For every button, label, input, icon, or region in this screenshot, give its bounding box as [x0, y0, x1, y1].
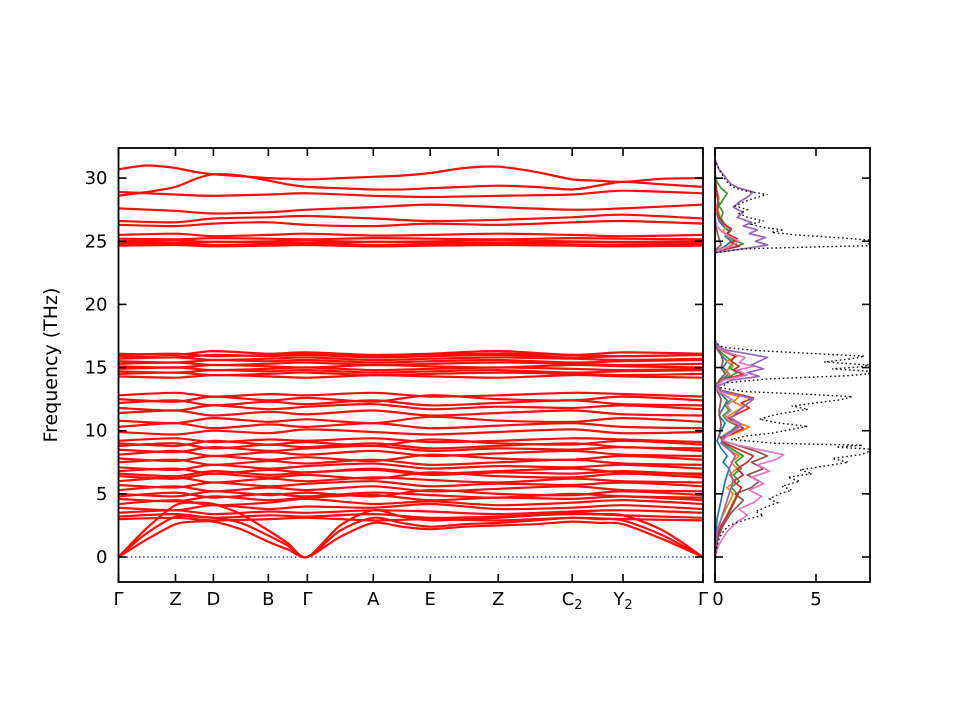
phonon-band	[118, 502, 703, 512]
phonon-band	[118, 399, 703, 407]
phonon-band	[118, 437, 703, 444]
phonon-band	[118, 471, 703, 480]
y-tick-label: 30	[85, 168, 108, 189]
band-panel-frame	[117, 147, 704, 583]
phonon-band	[118, 356, 703, 362]
y-tick-label: 0	[96, 547, 107, 568]
phonon-band	[118, 458, 703, 466]
dos-curves-group	[715, 158, 870, 558]
phonon-band	[118, 394, 703, 403]
phonon-band	[118, 242, 703, 247]
phonon-band	[118, 415, 703, 425]
phonon-band	[118, 361, 703, 367]
y-axis-label: Frequency (THz)	[40, 287, 62, 443]
y-tick-label: 15	[85, 358, 108, 379]
kpoint-label: B	[262, 589, 274, 610]
phonon-band	[118, 516, 703, 522]
phonon-band	[118, 449, 703, 458]
y-tick-label: 5	[96, 484, 107, 505]
kpoint-label: E	[425, 589, 436, 610]
phonon-band	[118, 428, 703, 436]
kpoint-label: A	[367, 589, 380, 610]
band-lines-group	[118, 164, 703, 559]
projected-dos-curve	[715, 158, 769, 558]
dos-panel-frame	[714, 147, 871, 583]
kpoint-label: Y2	[612, 589, 632, 613]
phonon-band	[118, 239, 703, 244]
phonon-band	[118, 468, 703, 478]
phonon-band	[118, 497, 703, 507]
kpoint-label: Z	[169, 589, 181, 610]
phonon-band	[118, 485, 703, 493]
phonon-band	[118, 409, 703, 417]
phonon-band	[118, 519, 703, 559]
kpoint-label: Z	[492, 589, 504, 610]
phonon-band	[118, 189, 703, 199]
phonon-band	[118, 391, 703, 398]
phonon-band	[118, 403, 703, 412]
phonon-band	[118, 476, 703, 484]
kpoint-label: C2	[562, 589, 583, 613]
dos-x-tick-label: 0	[712, 589, 723, 610]
phonon-band	[118, 213, 703, 224]
phonon-band	[118, 236, 703, 241]
phonon-band	[118, 173, 703, 197]
y-tick-label: 25	[85, 231, 108, 252]
phonon-band	[118, 164, 703, 184]
phonon-band	[118, 219, 703, 228]
phonon-band	[118, 442, 703, 450]
dos-x-tick-label: 5	[810, 589, 821, 610]
phonon-band	[118, 349, 703, 357]
phonon-band	[118, 512, 703, 519]
projected-dos-curve	[715, 160, 785, 558]
phonon-band	[118, 371, 703, 377]
phonon-band	[118, 366, 703, 372]
y-tick-label: 10	[85, 421, 108, 442]
kpoint-label: Γ	[113, 589, 123, 610]
total-dos-curve	[715, 160, 870, 558]
y-tick-label: 20	[85, 294, 108, 315]
phonon-band	[118, 480, 703, 489]
phonon-band	[118, 467, 703, 475]
projected-dos-curve	[715, 160, 755, 558]
phonon-band	[118, 243, 703, 248]
phonon-band	[118, 509, 703, 516]
phonon-band	[118, 232, 703, 238]
phonon-band	[118, 491, 703, 499]
phonon-band	[118, 421, 703, 430]
kpoint-label: Γ	[698, 589, 708, 610]
kpoint-label: D	[206, 589, 220, 610]
projected-dos-curve	[715, 160, 769, 558]
phonon-band	[118, 462, 703, 472]
kpoint-label: Γ	[302, 589, 312, 610]
phonon-band	[118, 203, 703, 215]
phonon-band	[118, 453, 703, 463]
